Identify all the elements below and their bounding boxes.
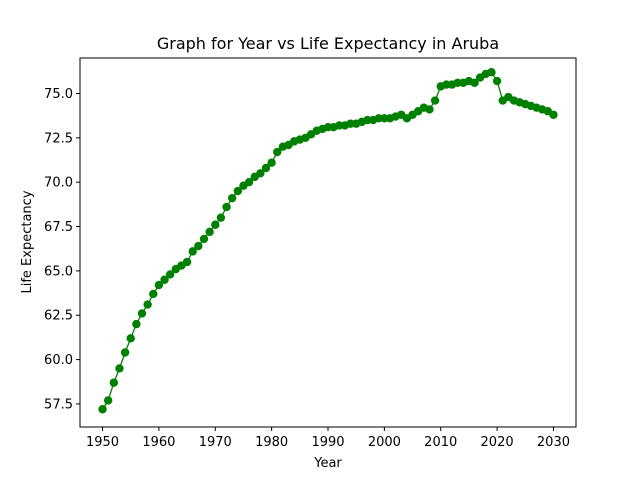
x-tick-label: 1970: [199, 435, 232, 450]
data-point: [549, 110, 558, 119]
data-point: [487, 67, 496, 77]
data-point: [109, 378, 119, 387]
data-point: [188, 247, 197, 256]
y-tick-label: 70.0: [44, 176, 73, 191]
data-point: [492, 76, 502, 86]
data-point: [470, 78, 479, 88]
x-tick-label: 1980: [255, 435, 288, 450]
data-point: [154, 280, 164, 290]
data-point: [216, 213, 226, 222]
y-tick-label: 65.0: [44, 264, 73, 279]
data-point: [160, 275, 169, 284]
data-point: [132, 319, 141, 329]
data-point: [143, 300, 152, 309]
data-point: [182, 257, 192, 267]
x-axis: 1950 1960 1970 1980 1990 2000 2010 2020 2030: [86, 427, 570, 450]
series-layer: [98, 67, 558, 414]
y-axis: 57.5 60.0 62.5 65.0 67.5 70.0 72.5 75.0: [44, 87, 80, 412]
x-tick-label: 1990: [311, 435, 344, 450]
data-point: [205, 227, 214, 237]
data-point: [98, 405, 107, 414]
data-point: [211, 220, 220, 229]
chart-title: Graph for Year vs Life Expectancy in Aru…: [157, 34, 499, 53]
data-point: [137, 309, 147, 318]
data-point: [103, 396, 113, 405]
data-point: [126, 334, 135, 343]
data-point: [115, 364, 124, 373]
data-point: [227, 193, 237, 203]
x-tick-label: 2020: [481, 435, 514, 450]
y-tick-label: 60.0: [44, 353, 73, 368]
data-point: [256, 169, 265, 178]
x-tick-label: 2010: [424, 435, 457, 450]
data-point: [430, 96, 440, 105]
data-point: [199, 234, 209, 244]
data-point: [244, 177, 254, 187]
x-axis-title: Year: [313, 456, 342, 471]
x-tick-label: 2000: [368, 435, 401, 450]
data-point: [120, 348, 130, 357]
y-tick-label: 72.5: [44, 131, 73, 146]
data-point: [273, 147, 282, 157]
data-point: [267, 158, 276, 167]
x-tick-label: 1950: [86, 435, 119, 450]
y-axis-title: Life Expectancy: [20, 190, 35, 293]
data-point: [149, 289, 158, 299]
data-point: [194, 241, 203, 251]
data-point: [425, 105, 434, 114]
data-point: [165, 270, 175, 279]
x-tick-label: 1960: [142, 435, 175, 450]
y-tick-label: 67.5: [44, 220, 73, 235]
plot-frame: [79, 57, 577, 428]
data-point: [233, 186, 243, 196]
x-tick-label: 2030: [537, 435, 570, 450]
data-point: [222, 202, 231, 212]
series-line: [102, 71, 554, 410]
y-tick-label: 62.5: [44, 309, 73, 324]
y-tick-label: 75.0: [44, 87, 73, 102]
data-point: [261, 163, 271, 173]
y-tick-label: 57.5: [44, 397, 73, 412]
